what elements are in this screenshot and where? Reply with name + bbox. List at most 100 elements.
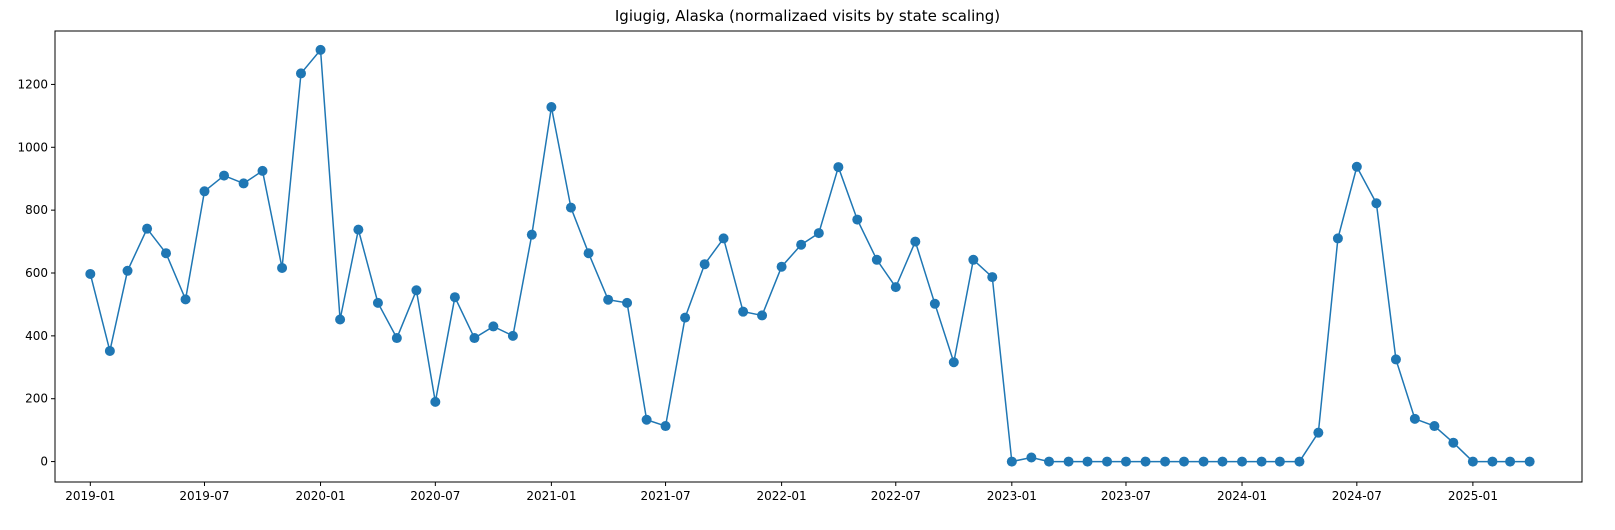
data-point (948, 357, 959, 368)
data-point (1390, 354, 1401, 365)
data-point (1256, 456, 1267, 467)
data-point (1160, 456, 1171, 467)
data-point (1351, 161, 1362, 172)
data-point (335, 314, 346, 325)
data-point (1102, 456, 1113, 467)
data-point (85, 268, 96, 279)
data-point (161, 248, 172, 259)
data-point (219, 170, 230, 181)
data-point (1294, 456, 1305, 467)
data-point (526, 229, 537, 240)
data-point (968, 254, 979, 265)
x-tick-label: 2019-01 (65, 489, 115, 503)
data-point (1006, 456, 1017, 467)
x-tick-label: 2023-01 (987, 489, 1037, 503)
x-tick-label: 2020-07 (410, 489, 460, 503)
data-point (813, 228, 824, 239)
data-point (660, 421, 671, 432)
data-point (929, 298, 940, 309)
data-point (890, 282, 901, 293)
x-tick-label: 2020-01 (295, 489, 345, 503)
x-tick-label: 2022-01 (757, 489, 807, 503)
data-point (199, 186, 210, 197)
data-point (1120, 456, 1131, 467)
y-tick-label: 800 (25, 203, 48, 217)
data-point (372, 297, 383, 308)
data-point (315, 44, 326, 55)
data-point (833, 162, 844, 173)
y-tick-label: 600 (25, 266, 48, 280)
data-point (1505, 456, 1516, 467)
x-tick-label: 2024-01 (1217, 489, 1267, 503)
data-point (430, 396, 441, 407)
x-tick-label: 2021-01 (526, 489, 576, 503)
data-point (852, 214, 863, 225)
data-point (738, 306, 749, 317)
x-tick-label: 2019-07 (179, 489, 229, 503)
data-point (910, 236, 921, 247)
data-point (449, 292, 460, 303)
data-point (603, 294, 614, 305)
data-point (1179, 456, 1190, 467)
data-point (1217, 456, 1228, 467)
data-point (1198, 456, 1209, 467)
data-point (1524, 456, 1535, 467)
data-point (622, 297, 633, 308)
plot-area (54, 30, 1583, 483)
data-point (142, 223, 153, 234)
data-point (1313, 427, 1324, 438)
data-point (1487, 456, 1498, 467)
data-point (871, 254, 882, 265)
data-point (1026, 452, 1037, 463)
data-point (122, 265, 133, 276)
y-tick-label: 200 (25, 392, 48, 406)
data-point (987, 272, 998, 283)
data-point (507, 330, 518, 341)
data-point (757, 310, 768, 321)
data-point (1082, 456, 1093, 467)
y-tick-label: 1000 (17, 140, 48, 154)
x-tick-label: 2024-07 (1332, 489, 1382, 503)
data-point (1332, 233, 1343, 244)
data-point (583, 248, 594, 259)
x-tick-label: 2022-07 (871, 489, 921, 503)
data-point (1044, 456, 1055, 467)
data-point (546, 102, 557, 113)
chart-title: Igiugig, Alaska (normalizaed visits by s… (614, 7, 1001, 25)
y-tick-label: 1200 (17, 77, 48, 91)
data-point (565, 202, 576, 213)
y-tick-label: 400 (25, 329, 48, 343)
data-point (776, 261, 787, 272)
series-line (89, 47, 1530, 463)
data-point (257, 165, 268, 176)
data-point (1409, 413, 1420, 424)
x-tick-label: 2021-07 (640, 489, 690, 503)
data-point (641, 414, 652, 425)
data-point (1467, 456, 1478, 467)
y-axis: 0 200 400 600 800 1000 1200 (17, 77, 55, 469)
data-point (180, 294, 191, 305)
data-point (1274, 456, 1285, 467)
data-point (1063, 456, 1074, 467)
data-point (1140, 456, 1151, 467)
data-point (411, 285, 422, 296)
data-point (796, 239, 807, 250)
data-point (295, 68, 306, 79)
data-point (699, 259, 710, 270)
x-tick-label: 2023-07 (1101, 489, 1151, 503)
x-axis: 2019-01 2019-07 2020-01 2020-07 2021-01 2021-… (65, 482, 1498, 503)
data-point (1237, 456, 1248, 467)
data-point (391, 333, 402, 344)
data-point (1371, 198, 1382, 209)
data-point (488, 321, 499, 332)
data-point (1448, 437, 1459, 448)
data-point (469, 333, 480, 344)
data-point (104, 345, 115, 356)
data-point (353, 224, 364, 235)
data-point (718, 233, 729, 244)
data-point (277, 262, 288, 273)
data-point (1429, 421, 1440, 432)
data-point (238, 178, 249, 189)
x-tick-label: 2025-01 (1448, 489, 1498, 503)
